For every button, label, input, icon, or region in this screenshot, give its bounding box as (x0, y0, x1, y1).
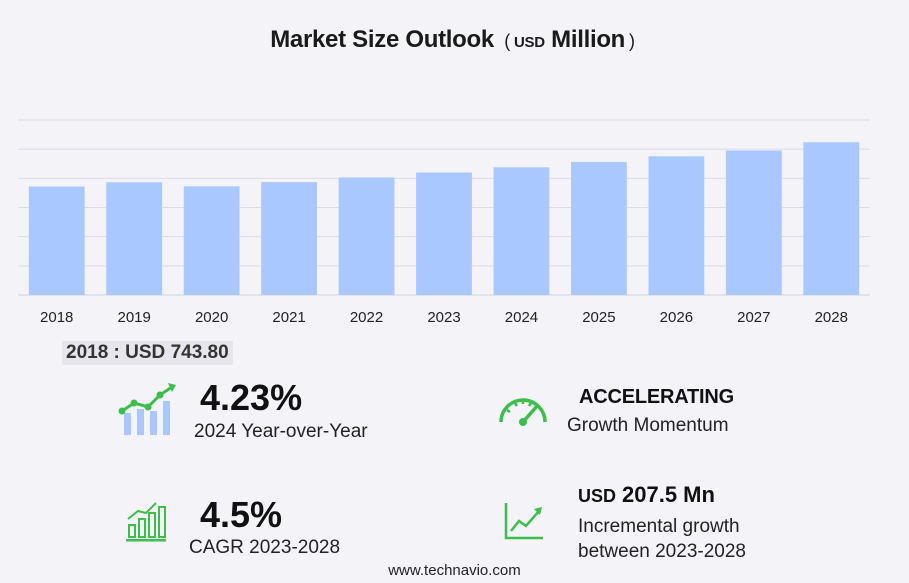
bar-2027 (725, 150, 782, 295)
bar-2028 (803, 142, 860, 295)
bar-2025 (571, 161, 627, 295)
bar-2018 (28, 186, 85, 295)
x-tick-label: 2021 (272, 309, 305, 326)
momentum-label: Growth Momentum (567, 415, 729, 436)
momentum-value: ACCELERATING (579, 386, 735, 408)
bar-chart: 2018 2019 2020 2021 2022 2023 2024 2025 2026 2027… (18, 119, 870, 326)
x-tick-label: 2027 (737, 309, 770, 326)
incremental-value: USD 207.5 Mn (578, 482, 715, 508)
incremental-amount: 207.5 Mn (622, 482, 715, 507)
bar-growth-icon (126, 502, 166, 542)
bar-2022 (338, 177, 395, 295)
bar-2020 (183, 186, 240, 295)
growth-chart-icon (118, 383, 176, 435)
bar-2021 (261, 182, 317, 295)
cagr-label: CAGR 2023-2028 (189, 537, 341, 558)
x-tick-label: 2028 (815, 309, 848, 326)
first-value-label: 2018 : USD (66, 342, 166, 363)
title-main: Market Size Outlook (270, 26, 494, 53)
chart-title: Market Size Outlook (USD Million) (0, 26, 909, 54)
incremental-label-line2: between 2023-2028 (578, 541, 746, 562)
footer-url[interactable]: www.technavio.com (388, 562, 521, 579)
title-paren-close: ) (629, 31, 635, 51)
x-tick-label: 2020 (195, 309, 228, 326)
x-tick-label: 2022 (350, 309, 383, 326)
x-tick-label: 2026 (660, 309, 693, 326)
title-unit-big: Million (551, 26, 626, 53)
bar-2019 (106, 182, 163, 295)
first-year-value: 2018 : USD 743.80 (62, 341, 233, 365)
incremental-label-line1: Incremental growth (578, 516, 740, 537)
trend-line-icon (504, 503, 543, 540)
x-tick-label: 2018 (40, 309, 73, 326)
x-tick-label: 2025 (582, 309, 615, 326)
yoy-value: 4.23% (200, 377, 303, 418)
yoy-label: 2024 Year-over-Year (194, 421, 368, 442)
x-tick-label: 2019 (117, 309, 150, 326)
bar-2024 (493, 167, 550, 295)
title-paren-open: ( (504, 31, 510, 51)
x-tick-label: 2024 (505, 309, 538, 326)
first-value-number: 743.80 (170, 342, 229, 363)
x-tick-label: 2023 (427, 309, 460, 326)
bar-2026 (648, 156, 705, 295)
incremental-currency: USD (578, 486, 617, 506)
cagr-value: 4.5% (200, 494, 283, 535)
bar-2023 (416, 172, 472, 295)
title-unit-small: USD (514, 34, 545, 51)
speedometer-icon (499, 398, 547, 426)
